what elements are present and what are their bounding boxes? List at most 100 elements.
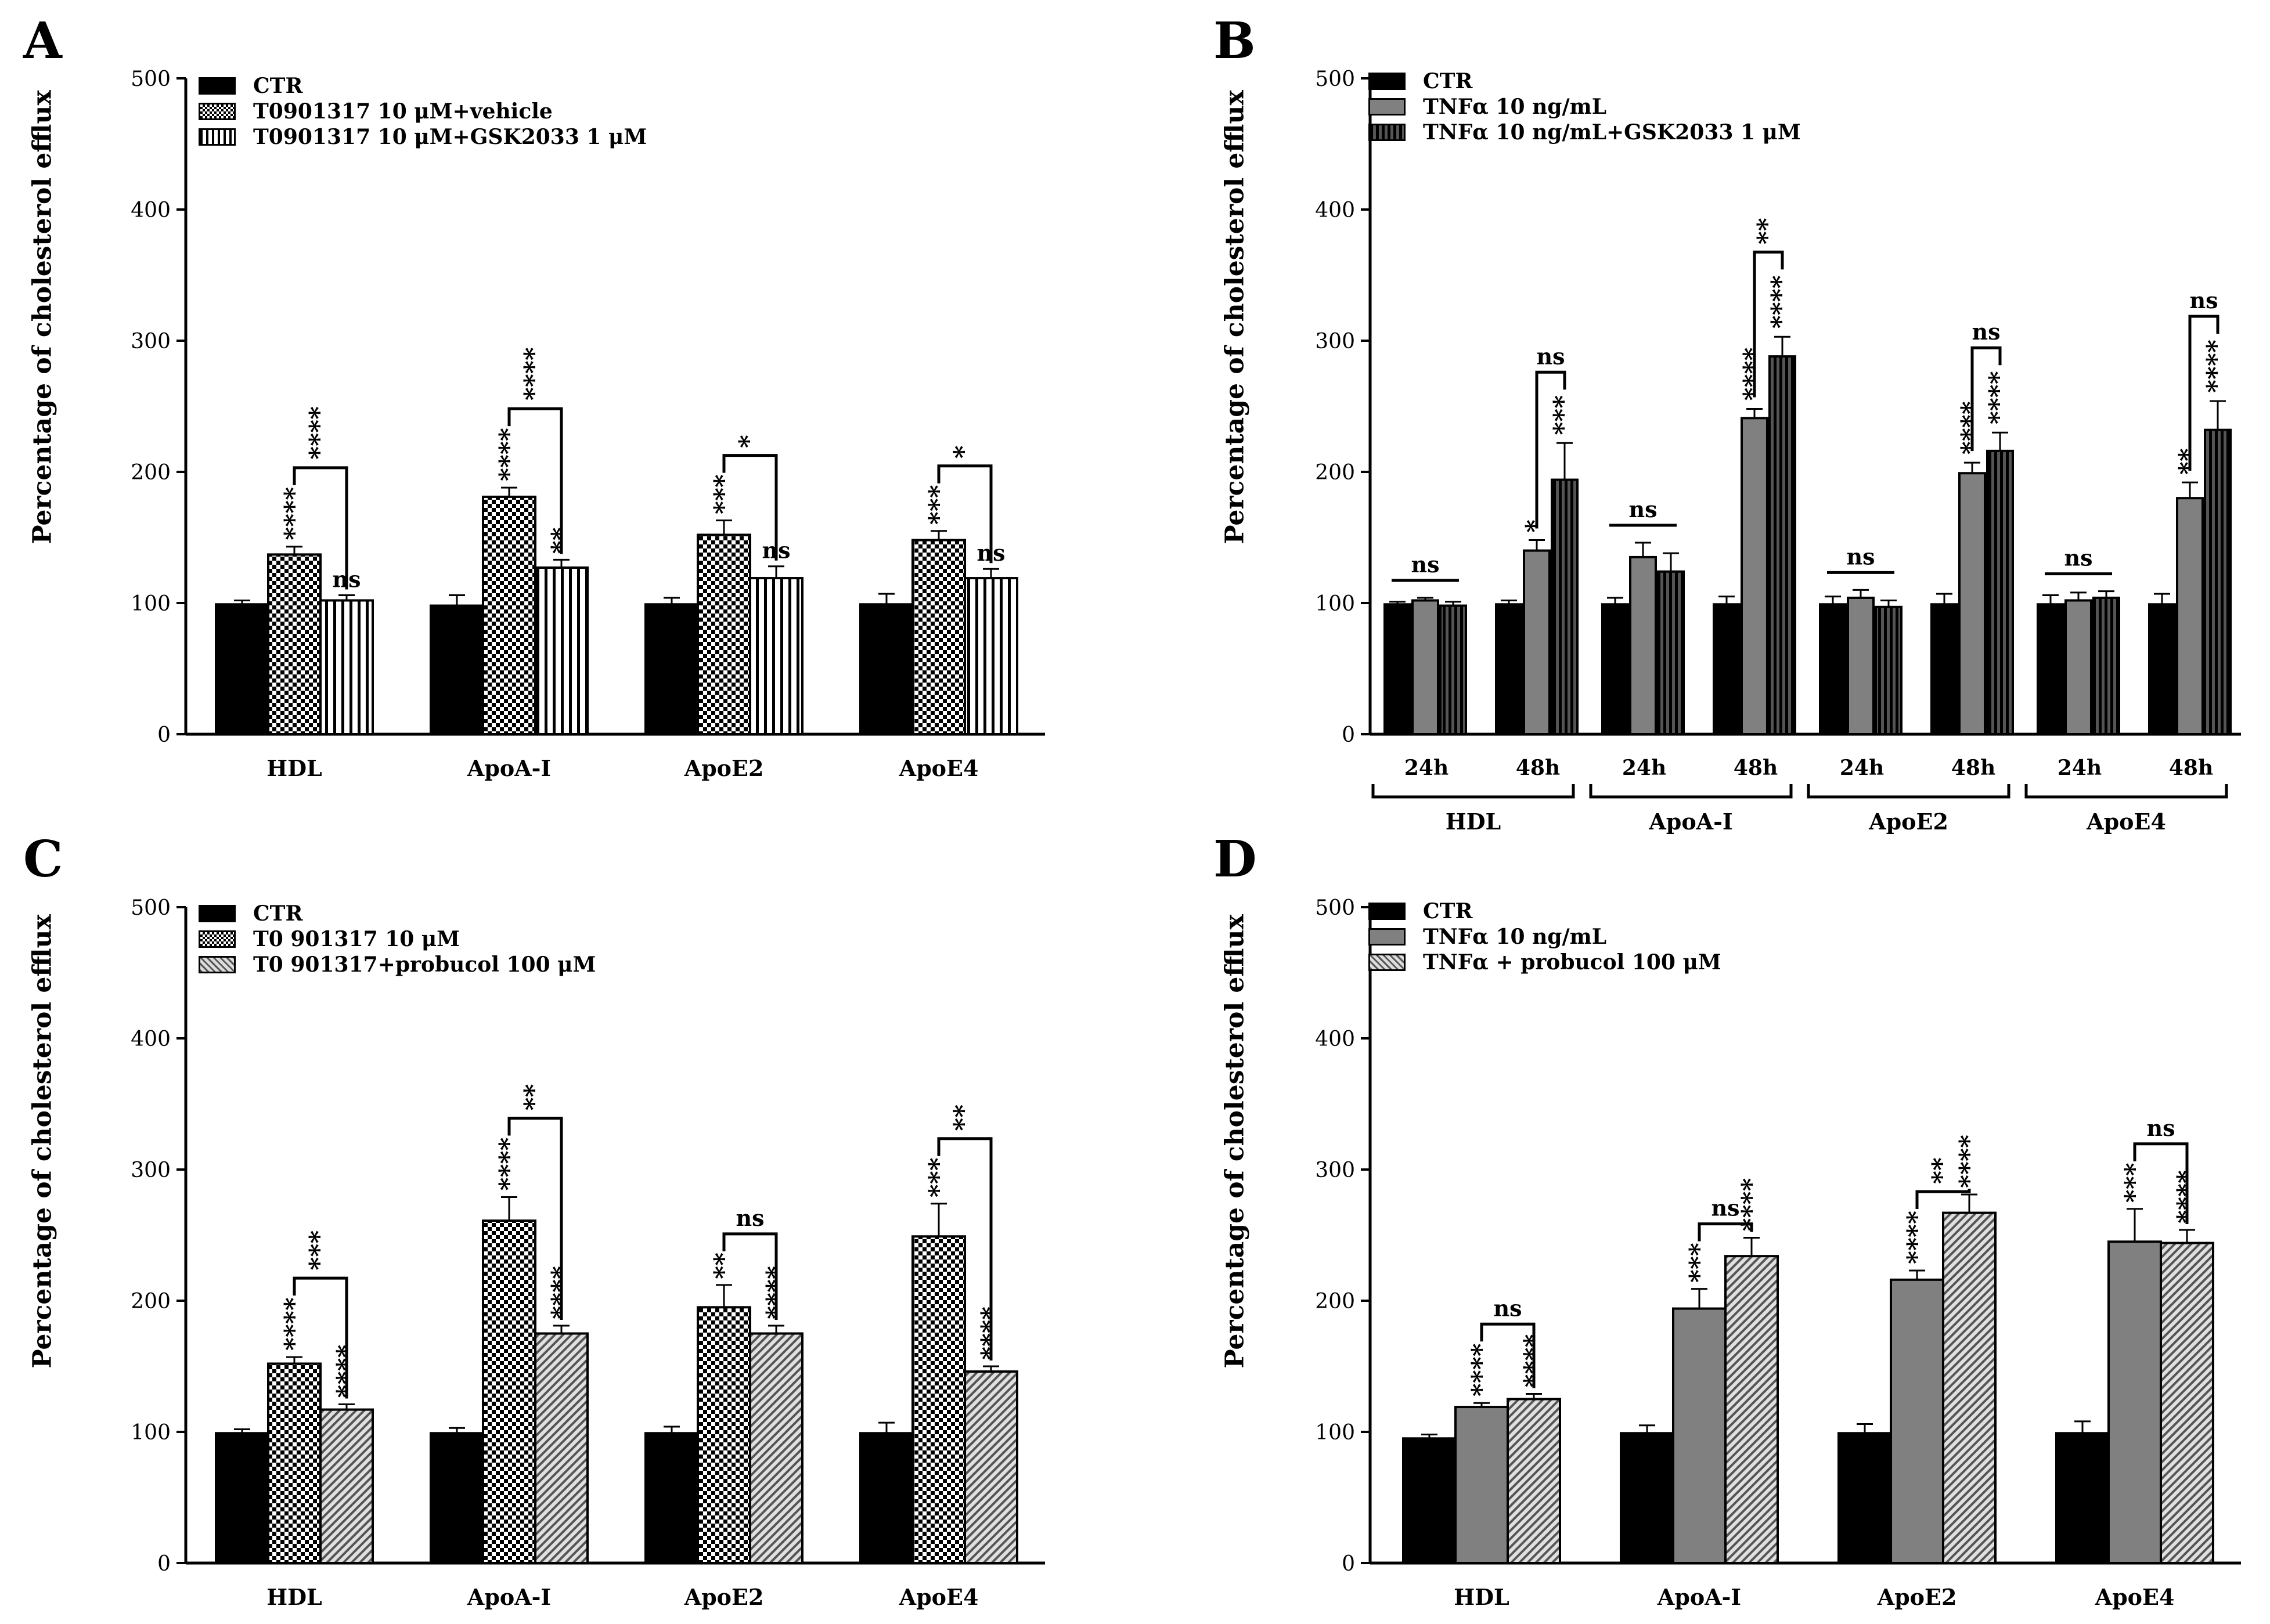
- comparison-label: ns: [1628, 496, 1657, 522]
- comparison-label: *: [949, 445, 978, 459]
- significance-label: ****: [494, 428, 524, 481]
- bar-solid-black: [430, 604, 484, 736]
- y-tick-label: 300: [1315, 1159, 1355, 1182]
- bar-solid-black: [644, 603, 699, 736]
- x-tick-label: 48h: [1734, 756, 1778, 780]
- bar-vstripe: [749, 577, 803, 735]
- bar-checker: [482, 1219, 536, 1564]
- panel-letter-b: B: [1213, 12, 1256, 70]
- y-tick-label: 500: [131, 67, 171, 91]
- comparison-label: *: [734, 435, 763, 448]
- chart-panel-b: B Percentage of cholesterol efflux 0 100 2…: [1135, 0, 2270, 835]
- x-tick-label: HDL: [1454, 1584, 1509, 1610]
- y-tick-label: 200: [1315, 1290, 1355, 1313]
- legend: CTR T0 901317 10 μM T0 901317+probucol 1…: [199, 901, 596, 977]
- bar-dark-stripe: [1657, 570, 1685, 735]
- legend-swatch-2: [199, 128, 236, 146]
- chart-panel-c: C Percentage of cholesterol efflux 0 100 2…: [0, 813, 1135, 1624]
- comparison-bracket: [937, 1137, 993, 1360]
- y-tick-label: 200: [131, 1290, 171, 1313]
- bar-solid-black: [430, 1432, 484, 1565]
- group-label: ApoA-I: [1648, 809, 1732, 835]
- bar-solid-grey: [1629, 555, 1657, 736]
- bar-solid-black: [1620, 1432, 1674, 1565]
- y-tick-label: 100: [1315, 592, 1355, 616]
- bar-vstripe: [319, 599, 374, 735]
- legend-item-2: TNFα + probucol 100 μM: [1368, 950, 1721, 975]
- bar-solid-black: [1713, 603, 1741, 736]
- panel-letter-a: A: [23, 12, 62, 70]
- legend-item-1: TNFα 10 ng/mL: [1368, 94, 1801, 120]
- bar-diag-grey: [534, 1332, 589, 1564]
- legend-item-0: CTR: [199, 73, 647, 99]
- significance-label: ***: [1684, 1243, 1714, 1283]
- comparison-bracket: [1915, 1188, 1971, 1210]
- comparison-bracket: [293, 1276, 348, 1399]
- comparison-bracket: [722, 1232, 778, 1320]
- comparison-label: ****: [304, 406, 334, 460]
- y-tick-label: 500: [131, 896, 171, 920]
- legend-label-2: TNFα + probucol 100 μM: [1423, 950, 1721, 975]
- bar-solid-grey: [1958, 472, 1986, 735]
- significance-label: ***: [924, 485, 953, 525]
- group-bracket: [2024, 784, 2228, 799]
- comparison-label: ns: [2146, 1115, 2175, 1141]
- bar-diag-grey: [964, 1370, 1018, 1564]
- comparison-bracket: [507, 1116, 563, 1320]
- legend-label-0: CTR: [253, 901, 303, 926]
- bar-solid-grey: [2176, 497, 2204, 735]
- bar-solid-grey: [1523, 549, 1551, 735]
- bar-checker: [267, 553, 322, 735]
- y-tick-label: 400: [131, 199, 171, 222]
- x-tick-label: ApoE2: [684, 1584, 764, 1610]
- legend: CTR TNFα 10 ng/mL TNFα + probucol 100 μM: [1368, 898, 1721, 975]
- x-tick-label: HDL: [266, 1584, 322, 1610]
- comparison-label: ns: [1493, 1295, 1522, 1321]
- y-tick-label: 300: [131, 330, 171, 353]
- legend-swatch-0: [199, 905, 236, 922]
- legend-swatch-2: [199, 956, 236, 973]
- chart-svg-c: 0100200300400500********HDL***********Ap…: [131, 896, 1045, 1610]
- comparison-label: ns: [1846, 543, 1875, 569]
- comparison-label: ****: [519, 347, 549, 400]
- bar-dark-stripe: [2092, 596, 2120, 735]
- legend-swatch-2: [1368, 954, 1406, 971]
- bar-solid-black: [1819, 603, 1847, 736]
- bar-vstripe: [964, 577, 1018, 735]
- bar-solid-black: [215, 603, 269, 736]
- y-tick-label: 100: [131, 1421, 171, 1445]
- bar-checker: [267, 1362, 322, 1564]
- bar-diag-grey: [749, 1332, 803, 1564]
- legend-item-0: CTR: [1368, 898, 1721, 924]
- y-tick-label: 100: [1315, 1421, 1355, 1445]
- legend-item-1: T0901317 10 μM+vehicle: [199, 99, 647, 124]
- bar-solid-grey: [1847, 596, 1875, 735]
- x-tick-label: 24h: [1840, 756, 1884, 780]
- bar-dark-stripe: [1875, 605, 1903, 736]
- legend-swatch-0: [1368, 903, 1406, 920]
- legend: CTR T0901317 10 μM+vehicle T0901317 10 μ…: [199, 73, 647, 150]
- bar-solid-grey: [1411, 599, 1439, 735]
- bar-vstripe: [534, 566, 589, 735]
- x-tick-label: ApoE2: [1877, 1584, 1957, 1610]
- comparison-label: ***: [304, 1230, 334, 1271]
- x-tick-label: ApoE4: [899, 1584, 979, 1610]
- bar-solid-black: [1601, 603, 1629, 736]
- x-tick-label: 24h: [1622, 756, 1666, 780]
- x-tick-label: ApoA-I: [467, 1584, 551, 1610]
- y-tick-label: 0: [157, 723, 171, 747]
- bar-solid-black: [1495, 603, 1523, 736]
- x-tick-label: 24h: [2058, 756, 2102, 780]
- comparison-bracket: [937, 464, 993, 564]
- comparison-bracket: [722, 454, 778, 561]
- legend-label-2: T0 901317+probucol 100 μM: [253, 952, 596, 977]
- significance-label: **: [709, 1253, 738, 1279]
- comparison-label: ns: [1536, 343, 1565, 369]
- bar-dark-stripe: [2204, 428, 2232, 735]
- bar-solid-grey: [1741, 417, 1768, 735]
- bar-checker: [482, 495, 536, 735]
- legend-item-0: CTR: [1368, 68, 1801, 94]
- significance-label: ***: [1548, 395, 1578, 435]
- legend-swatch-1: [199, 103, 236, 120]
